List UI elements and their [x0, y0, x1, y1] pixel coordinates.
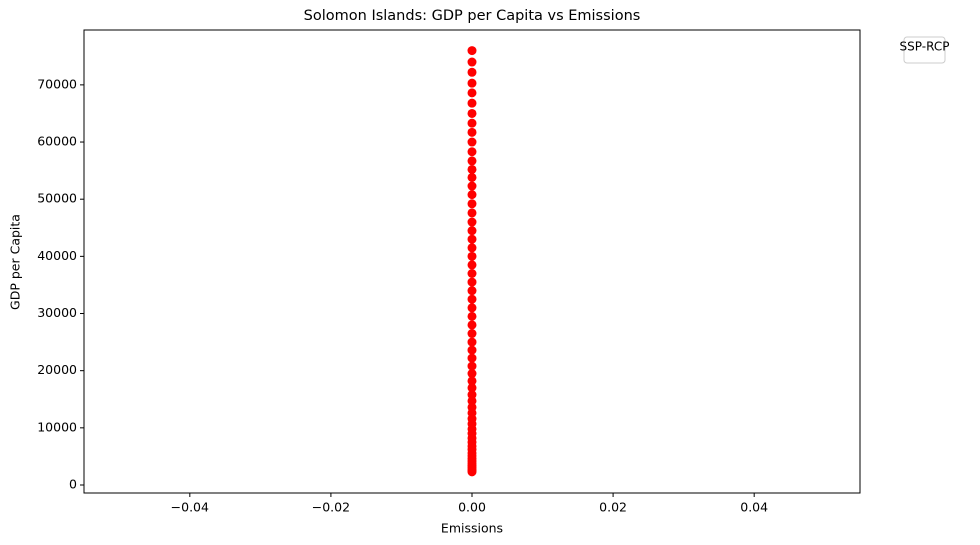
plot-frame — [83, 29, 861, 494]
y-axis-label: GDP per Capita — [8, 214, 23, 310]
point — [467, 402, 477, 412]
point — [467, 337, 477, 347]
x-tick-label: 0.04 — [740, 500, 768, 515]
point — [467, 251, 477, 261]
point — [467, 303, 477, 313]
point — [467, 199, 477, 209]
point — [467, 172, 477, 182]
point — [467, 208, 477, 218]
point — [467, 88, 477, 98]
point — [467, 234, 477, 244]
legend-box — [903, 36, 946, 64]
point — [467, 190, 477, 200]
x-axis-label: Emissions — [441, 521, 503, 536]
point — [467, 294, 477, 304]
point — [467, 164, 477, 174]
point — [467, 353, 477, 363]
y-tick-label: 10000 — [37, 419, 77, 434]
point — [467, 396, 477, 406]
point — [467, 137, 477, 147]
point — [467, 147, 477, 157]
point — [467, 156, 477, 166]
point — [467, 181, 477, 191]
point — [467, 383, 477, 393]
point — [467, 269, 477, 279]
y-tick-label: 40000 — [37, 248, 77, 263]
legend-title: SSP-RCP — [900, 40, 950, 54]
y-tick-label: 70000 — [37, 76, 77, 91]
y-tick-label: 50000 — [37, 191, 77, 206]
point — [467, 46, 477, 56]
point — [467, 286, 477, 296]
point — [467, 57, 477, 67]
point — [467, 277, 477, 287]
point — [467, 369, 477, 379]
point — [467, 329, 477, 339]
chart-title: Solomon Islands: GDP per Capita vs Emiss… — [304, 8, 641, 24]
point — [467, 98, 477, 108]
point — [467, 311, 477, 321]
x-tick-label: 0.00 — [458, 500, 486, 515]
point — [467, 78, 477, 88]
point — [467, 320, 477, 330]
x-tick-label: −0.02 — [312, 500, 350, 515]
x-tick-label: −0.04 — [171, 500, 209, 515]
point — [467, 108, 477, 118]
point — [467, 118, 477, 128]
y-tick-label: 60000 — [37, 134, 77, 149]
point — [467, 67, 477, 77]
y-tick-label: 20000 — [37, 362, 77, 377]
point — [467, 345, 477, 355]
point — [467, 361, 477, 371]
point — [467, 260, 477, 270]
x-tick-label: 0.02 — [599, 500, 627, 515]
point — [467, 217, 477, 227]
point — [467, 390, 477, 400]
point — [467, 127, 477, 137]
point — [467, 226, 477, 236]
y-tick-label: 30000 — [37, 305, 77, 320]
y-tick-label: 0 — [69, 476, 77, 491]
point — [467, 243, 477, 253]
point — [467, 376, 477, 386]
